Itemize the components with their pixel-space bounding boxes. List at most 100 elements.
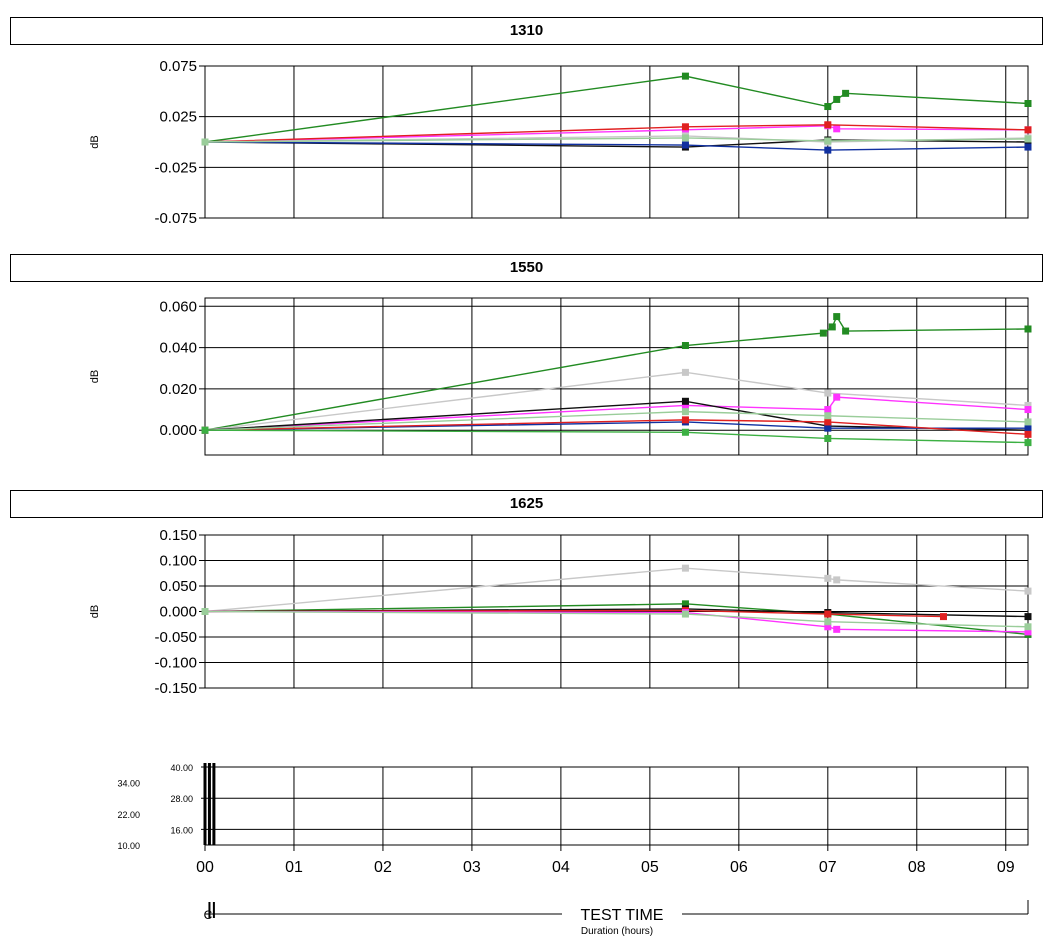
data-point	[681, 72, 689, 80]
y-tick-label: 0.000	[159, 422, 197, 439]
data-point	[833, 625, 841, 633]
y-tick-label: 0.025	[159, 109, 197, 126]
y-axis-label: dB	[89, 370, 101, 383]
y-tick-label: 0.020	[159, 381, 197, 398]
data-point	[681, 428, 689, 436]
data-point	[824, 434, 832, 442]
data-point	[824, 121, 832, 129]
series-line	[204, 139, 1029, 148]
data-point	[681, 342, 689, 350]
data-point	[681, 564, 689, 572]
data-point	[1024, 143, 1032, 151]
data-point	[824, 418, 832, 426]
y-tick-label: -0.100	[154, 655, 197, 672]
series-line	[204, 137, 1029, 143]
data-point	[681, 408, 689, 416]
data-point	[681, 141, 689, 149]
plot-frame-3	[204, 766, 1029, 846]
y-tick-label: 0.040	[159, 340, 197, 357]
data-point	[824, 623, 832, 631]
x-tick-label: 01	[285, 859, 303, 876]
data-point	[824, 610, 832, 618]
y-tick-label-inner: 40.00	[170, 763, 193, 773]
data-point	[824, 137, 832, 145]
x-tick-label: 03	[463, 859, 481, 876]
data-point	[833, 125, 841, 133]
data-point	[824, 424, 832, 432]
x-tick-label: 00	[196, 859, 214, 876]
series-line	[204, 410, 1029, 431]
series-line	[204, 124, 1029, 143]
series-line	[204, 371, 1029, 431]
data-point	[681, 401, 689, 409]
x-tick-label: 09	[997, 859, 1015, 876]
data-point	[1024, 623, 1032, 631]
series-line	[204, 429, 1029, 444]
x-axis-sublabel: Duration (hours)	[581, 926, 653, 937]
y-tick-label-outer: 34.00	[117, 779, 140, 789]
x-tick-label: 04	[552, 859, 570, 876]
y-tick-label: -0.050	[154, 629, 197, 646]
data-point	[824, 412, 832, 420]
data-point	[201, 138, 209, 146]
range-start-label: C	[204, 908, 213, 922]
data-point	[1024, 628, 1032, 636]
y-tick-label: -0.075	[154, 210, 197, 227]
data-point	[824, 103, 832, 111]
data-point	[1024, 126, 1032, 134]
data-point	[201, 426, 209, 434]
data-point	[1024, 99, 1032, 107]
data-point	[824, 389, 832, 397]
y-tick-label: 0.100	[159, 553, 197, 570]
data-point	[681, 123, 689, 131]
y-axis-label: dB	[89, 135, 101, 148]
data-point	[681, 397, 689, 405]
data-point	[833, 95, 841, 103]
data-point	[1024, 325, 1032, 333]
data-point	[1024, 424, 1032, 432]
data-point	[824, 618, 832, 626]
y-tick-label: 0.075	[159, 58, 197, 75]
data-point	[1024, 587, 1032, 595]
x-tick-label: 05	[641, 859, 659, 876]
data-point	[1024, 430, 1032, 438]
series-line	[204, 419, 1029, 436]
series-line	[204, 608, 1029, 618]
data-point	[1024, 439, 1032, 447]
y-tick-label: 0.150	[159, 527, 197, 544]
data-point	[1024, 418, 1032, 426]
x-tick-label: 08	[908, 859, 926, 876]
x-tick-label: 02	[374, 859, 392, 876]
data-point	[939, 613, 947, 621]
data-point	[681, 600, 689, 608]
data-point	[681, 134, 689, 142]
data-point	[833, 576, 841, 584]
data-point	[824, 406, 832, 414]
x-tick-label: 06	[730, 859, 748, 876]
data-point	[1024, 401, 1032, 409]
data-point	[824, 574, 832, 582]
data-point	[201, 608, 209, 615]
series-line	[204, 610, 1029, 628]
y-tick-label-inner: 16.00	[170, 825, 193, 835]
plot-frame-0	[204, 65, 1029, 219]
data-point	[681, 610, 689, 618]
y-tick-label-outer: 22.00	[117, 810, 140, 820]
panel-title-1550: 1550	[10, 254, 1043, 282]
data-point	[1024, 406, 1032, 414]
series-line	[204, 609, 944, 618]
y-tick-label: 0.000	[159, 604, 197, 621]
y-tick-label: -0.150	[154, 680, 197, 697]
data-point	[842, 327, 850, 335]
data-point	[828, 323, 836, 331]
y-tick-label: -0.025	[154, 159, 197, 176]
data-point	[1024, 135, 1032, 143]
y-tick-label-outer: 10.00	[117, 841, 140, 851]
panel-title-1310: 1310	[10, 17, 1043, 45]
data-point	[681, 416, 689, 424]
data-point	[833, 393, 841, 401]
panel-title-1625: 1625	[10, 490, 1043, 518]
series-line	[204, 75, 1029, 143]
y-tick-label: 0.060	[159, 298, 197, 315]
